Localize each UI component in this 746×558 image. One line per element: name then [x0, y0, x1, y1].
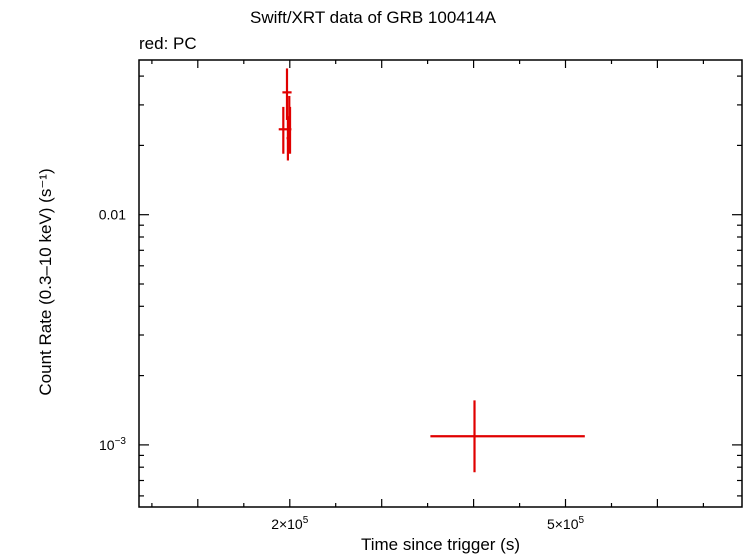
chart-subtitle: red: PC	[139, 34, 197, 53]
data-point	[288, 106, 292, 154]
data-points	[278, 68, 585, 473]
y-axis-label: Count Rate (0.3–10 keV) (s⁻¹)	[36, 168, 55, 396]
x-tick-label: 2×105	[271, 515, 309, 532]
data-point	[430, 400, 585, 473]
axis-ticks	[139, 60, 742, 507]
y-tick-label: 0.01	[99, 207, 126, 223]
axis-tick-labels: 2×105 5×105 0.01 10−3	[99, 207, 585, 532]
data-point	[282, 68, 292, 120]
chart-title: Swift/XRT data of GRB 100414A	[249, 8, 496, 27]
data-point	[278, 106, 288, 154]
x-axis-label: Time since trigger (s)	[360, 535, 520, 554]
x-tick-label: 5×105	[547, 515, 585, 532]
y-tick-label: 10−3	[99, 436, 126, 453]
plot-frame	[138, 59, 743, 508]
